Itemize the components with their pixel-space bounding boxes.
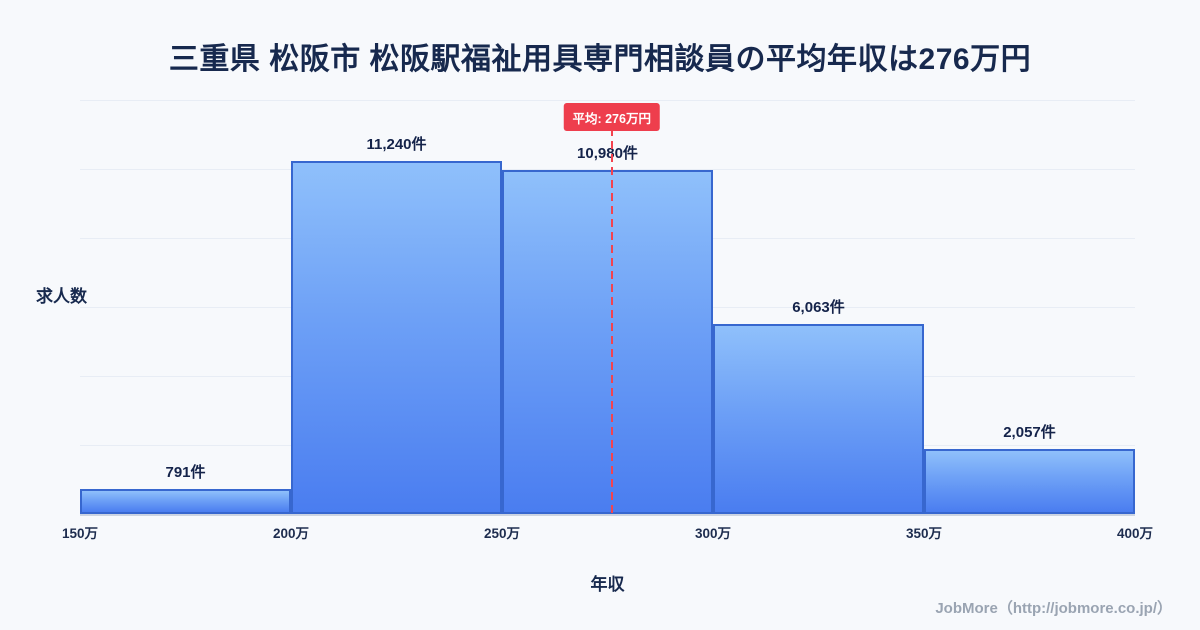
footer-credit: JobMore（http://jobmore.co.jp/）: [935, 600, 1172, 617]
x-tick: 250万: [483, 526, 521, 541]
bar: [713, 324, 924, 514]
bar-column: 6,063件: [713, 296, 924, 514]
bar-column: 791件: [80, 461, 291, 514]
bar: [502, 170, 713, 514]
x-tick: 400万: [1116, 526, 1154, 541]
x-tick: 300万: [694, 526, 732, 541]
average-line: [610, 128, 613, 514]
page-title: 三重県 松阪市 松阪駅福祉用具専門相談員の平均年収は276万円: [168, 43, 1032, 76]
bar-column: 2,057件: [924, 421, 1135, 514]
average-badge: 平均: 276万円: [563, 103, 660, 131]
x-tick: 150万: [61, 526, 99, 541]
bar-value-label: 6,063件: [792, 299, 845, 316]
bar-value-label: 2,057件: [1003, 424, 1056, 441]
bars: 791件 11,240件 10,980件 6,063件 2,057件: [80, 100, 1135, 514]
bar-value-label: 11,240件: [366, 136, 427, 153]
bar-column: 10,980件: [502, 142, 713, 514]
x-axis-label: 年収: [590, 575, 625, 594]
bar: [291, 161, 502, 514]
bar-value-label: 10,980件: [577, 145, 638, 162]
bar-value-label: 791件: [165, 464, 206, 481]
bar: [924, 449, 1135, 514]
x-tick: 200万: [272, 526, 310, 541]
bar-column: 11,240件: [291, 133, 502, 514]
x-axis-ticks: 150万 200万 250万 300万 350万 400万: [62, 514, 1153, 541]
x-tick: 350万: [905, 526, 943, 541]
bar: [80, 489, 291, 514]
y-axis-label: 求人数: [36, 287, 87, 306]
plot-area: 791件 11,240件 10,980件 6,063件 2,057件 平均: 2…: [62, 100, 1153, 541]
